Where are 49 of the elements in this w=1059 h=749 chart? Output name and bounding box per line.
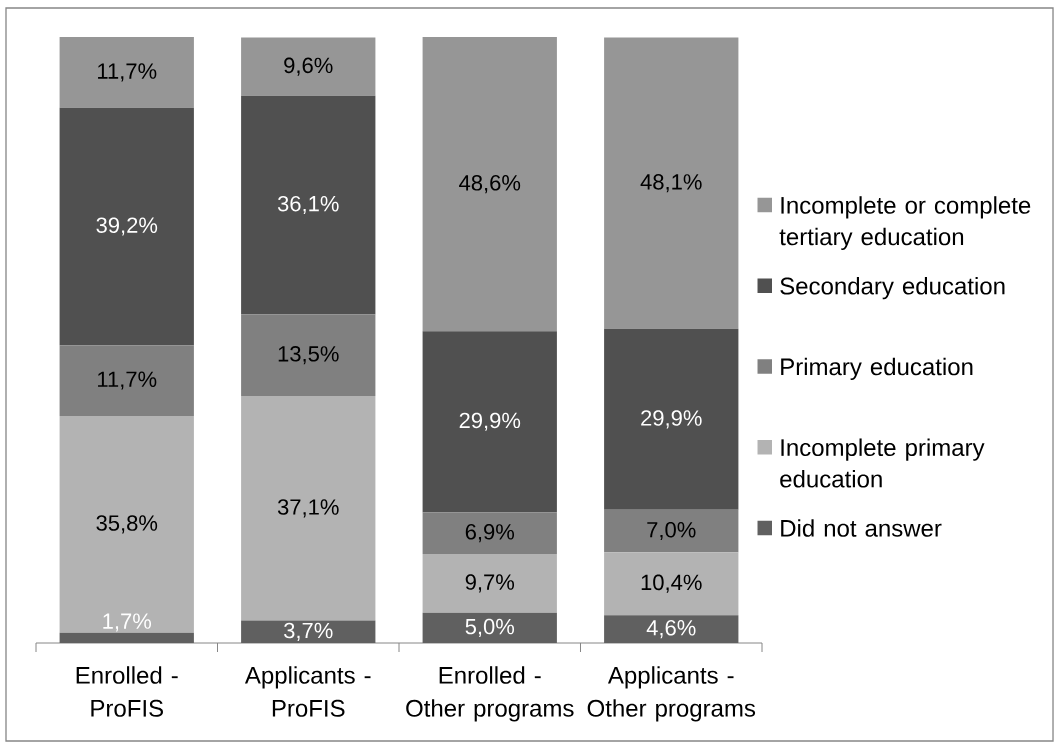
bar — [241, 314, 376, 396]
data-label: 13,5% — [278, 346, 339, 365]
bar — [422, 612, 557, 643]
data-label: 48,6% — [459, 175, 521, 194]
x-tick-label: Enrolled - ProFIS — [76, 666, 178, 717]
data-label: 37,1% — [277, 499, 339, 518]
bar — [241, 620, 376, 643]
legend-label: Incomplete primary education — [780, 438, 985, 488]
data-label: 29,9% — [459, 412, 521, 431]
bar — [604, 552, 739, 616]
data-label: 10,4% — [641, 574, 702, 593]
x-tick-label: Enrolled - Other programs — [406, 666, 574, 722]
data-label: 39,2% — [96, 217, 158, 236]
legend-label: Secondary education — [780, 276, 1005, 300]
data-label: 35,8% — [96, 515, 158, 534]
bar — [59, 415, 194, 633]
bar — [59, 107, 194, 346]
data-label: 7,0% — [647, 521, 696, 541]
bar — [59, 36, 194, 108]
data-label: 6,9% — [465, 524, 515, 543]
bar — [604, 509, 739, 553]
data-label: 29,9% — [641, 410, 702, 429]
data-label: 9,7% — [465, 574, 515, 593]
legend-label: Incomplete or complete tertiary education — [779, 196, 1031, 251]
bar — [422, 554, 557, 613]
bar — [422, 36, 557, 332]
bar — [241, 95, 376, 315]
bar — [59, 345, 194, 416]
data-label: 48,1% — [640, 174, 702, 193]
bar — [604, 615, 739, 643]
x-tick-label: Applicants - Other programs — [587, 666, 756, 722]
bar — [604, 37, 739, 329]
data-label: 11,7% — [98, 371, 157, 390]
data-label: 36,1% — [277, 195, 339, 215]
data-label: 5,0% — [465, 618, 515, 637]
data-label: 4,6% — [646, 619, 696, 639]
x-tick-label: Applicants - ProFIS — [244, 666, 371, 717]
data-label: 3,7% — [284, 622, 333, 641]
bar — [241, 396, 376, 621]
bar — [604, 328, 739, 510]
bar — [422, 512, 557, 555]
bar — [59, 632, 194, 643]
legend-label: Did not answer — [781, 519, 942, 537]
data-label: 1,7% — [103, 613, 152, 632]
bar — [241, 37, 376, 96]
legend-label: Primary education — [781, 357, 973, 381]
bar — [422, 331, 557, 513]
data-label: 11,7% — [98, 63, 157, 82]
data-label: 9,6% — [284, 57, 333, 76]
